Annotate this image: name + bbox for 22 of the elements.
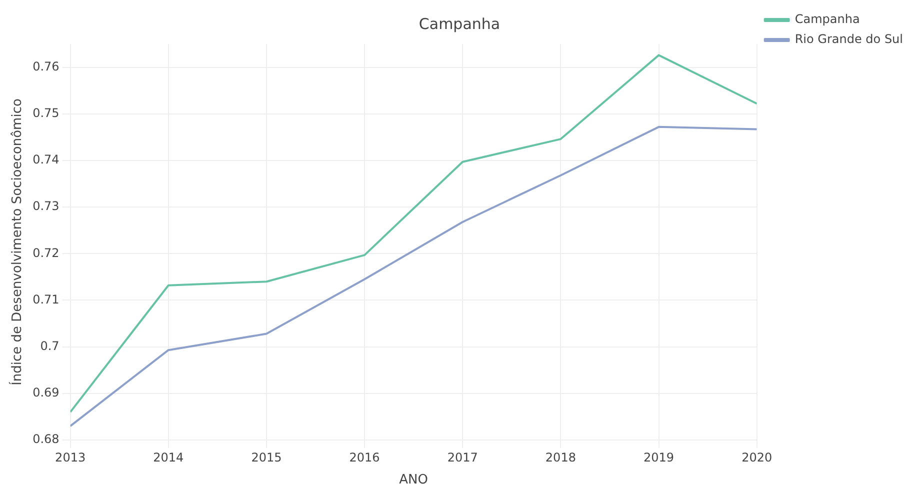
y-axis-title: Índice de Desenvolvimento Socioeconômico: [8, 98, 26, 386]
y-tick-label: 0.7: [40, 338, 60, 353]
y-tick-label: 0.74: [32, 152, 60, 167]
chart-title: Campanha: [418, 14, 500, 33]
x-tick-label: 2016: [349, 450, 380, 464]
x-tick-label: 2020: [742, 450, 772, 464]
x-axis-title: ANO: [399, 472, 428, 488]
x-tick-label: 2018: [545, 450, 576, 464]
x-tick-label: 2014: [153, 450, 184, 464]
legend-label: Campanha: [794, 12, 860, 26]
y-tick-label: 0.71: [32, 292, 60, 306]
x-tick-label: 2013: [55, 450, 86, 464]
y-tick-label: 0.68: [32, 432, 60, 446]
y-tick-label: 0.75: [32, 106, 60, 120]
y-tick-label: 0.72: [32, 246, 60, 260]
legend-label: Rio Grande do Sul: [794, 32, 904, 46]
y-tick-label: 0.69: [32, 386, 60, 400]
x-tick-label: 2017: [447, 450, 478, 464]
y-tick-label: 0.73: [32, 199, 60, 214]
y-tick-label: 0.76: [32, 59, 60, 74]
x-tick-label: 2015: [251, 450, 282, 464]
x-tick-label: 2019: [643, 450, 674, 464]
